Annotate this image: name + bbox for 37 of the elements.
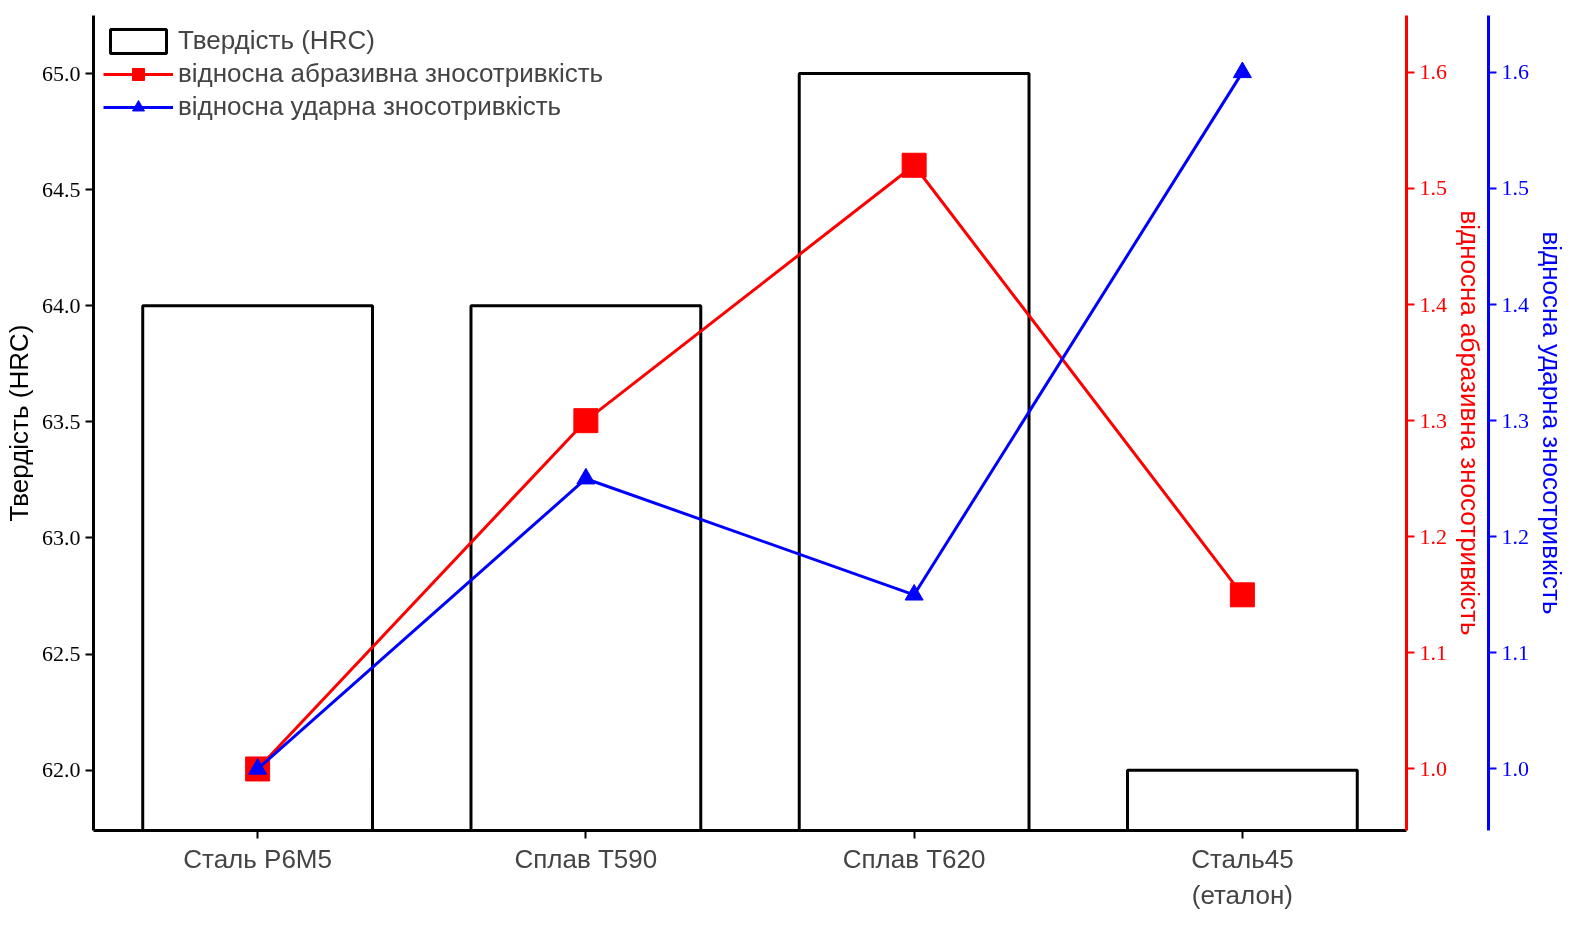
y2-tick-label: 1.1 [1419,639,1447,665]
y2-tick-label: 1.4 [1419,291,1447,317]
y3-tick-label: 1.4 [1501,291,1529,317]
y2-axis-title: відносна абразивна зносотривкість [1455,210,1485,636]
y-tick-label: 62.0 [42,757,81,783]
y2-tick-label: 1.5 [1419,175,1447,201]
y2-tick-label: 1.0 [1419,755,1447,781]
point [576,467,596,485]
y3-tick-label: 1.3 [1501,407,1529,433]
y-tick-label: 64.5 [42,176,81,202]
y2-tick-label: 1.2 [1419,523,1447,549]
y3-tick-label: 1.5 [1501,175,1529,201]
x-tick-label: Сталь45 (еталон) [1191,843,1294,910]
y3-tick-label: 1.2 [1501,523,1529,549]
x-tick-label: Сталь Р6М5 [183,843,332,874]
legend-label: Твердість (HRC) [178,25,375,56]
y-tick-label: 63.0 [42,524,81,550]
legend-label: відносна ударна зносотривкість [178,91,562,122]
y3-tick-label: 1.0 [1501,755,1529,781]
y2-tick-label: 1.6 [1419,59,1447,85]
point [1232,61,1252,79]
point [901,152,927,178]
x-tick-label: Сплав Т620 [842,843,986,874]
y2-tick-label: 1.3 [1419,407,1447,433]
point [1229,582,1255,608]
legend-label: відносна абразивна зносотривкість [178,58,604,89]
y-axis-title: Твердість (HRC) [4,324,34,522]
y-tick-label: 64.0 [42,292,81,318]
y3-tick-label: 1.1 [1501,639,1529,665]
y-tick-label: 65.0 [42,60,81,86]
y3-axis-title: відносна ударна зносотривкість [1537,231,1567,615]
point [573,408,599,434]
x-tick-label: Сплав Т590 [514,843,658,874]
y-tick-label: 63.5 [42,408,81,434]
point [904,583,924,601]
y3-tick-label: 1.6 [1501,59,1529,85]
y-tick-label: 62.5 [42,641,81,667]
